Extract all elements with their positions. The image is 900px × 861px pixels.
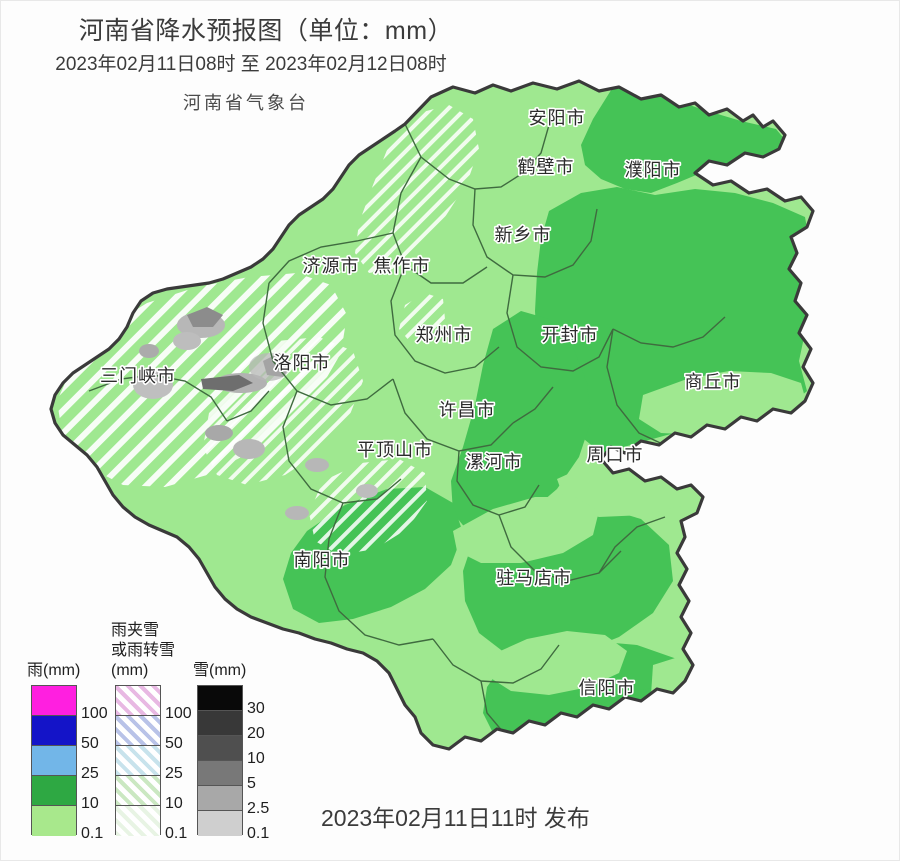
legend-tick-label: 2.5 (247, 800, 270, 817)
city-label: 鹤壁市 (518, 157, 575, 177)
legend-tick-label: 5 (247, 775, 256, 792)
legend-tick-label: 100 (165, 705, 192, 722)
legend-swatch (198, 761, 242, 786)
legend-mixed-colorbar (115, 685, 161, 836)
legend-tick-label: 0.1 (165, 825, 188, 842)
legend-tick-label: 30 (247, 700, 265, 717)
legend-column-mixed: 雨夹雪 或雨转雪 (mm) 100 50 25 10 0.1 (111, 613, 197, 842)
page-title: 河南省降水预报图（单位：mm） (78, 17, 454, 45)
legend-mixed-header: 雨夹雪 或雨转雪 (mm) (111, 613, 197, 681)
legend-tick-label: 25 (165, 765, 183, 782)
legend-column-snow: 雪(mm) 30 20 10 5 2.5 0.1 (193, 613, 283, 842)
city-label: 平顶山市 (357, 440, 433, 460)
legend-swatch (198, 736, 242, 761)
legend-tick-label: 10 (247, 750, 265, 767)
legend-swatch (116, 716, 160, 746)
snow-patch-3 (133, 371, 173, 399)
city-label: 南阳市 (294, 550, 351, 570)
legend-rain-colorbar (31, 685, 77, 836)
legend-tick-label: 0.1 (247, 825, 270, 842)
legend-swatch (116, 776, 160, 806)
legend-snow-header: 雪(mm) (193, 662, 247, 679)
legend-mixed-ticks: 100 50 25 10 0.1 (165, 685, 205, 842)
fill-rain-green-central-diagonal (451, 311, 591, 535)
city-label: 安阳市 (529, 108, 586, 128)
legend-swatch (116, 686, 160, 716)
city-label: 驻马店市 (496, 568, 572, 588)
city-label: 洛阳市 (274, 353, 331, 373)
city-label: 济源市 (303, 256, 360, 276)
snow-patch-8 (205, 425, 233, 441)
legend-swatch (198, 811, 242, 836)
legend-tick-label: 10 (165, 795, 183, 812)
city-label: 信阳市 (579, 678, 636, 698)
henan-province-map: 安阳市鹤壁市 濮阳市新乡市济源市 焦作市郑州市 开封市洛阳市三门峡市 商丘市许昌市 平顶山… (1, 61, 899, 801)
issuing-authority: 河南省气象台 (183, 93, 309, 114)
fill-sleet-hatch-northwest (355, 105, 479, 273)
legend-swatch (32, 776, 76, 806)
city-label: 焦作市 (374, 256, 431, 276)
legend-tick-label: 100 (81, 705, 108, 722)
city-label: 许昌市 (439, 400, 496, 420)
legend-swatch (32, 686, 76, 716)
city-label: 濮阳市 (625, 160, 682, 180)
snow-patch-2 (187, 307, 223, 327)
legend-snow-colorbar (197, 685, 243, 836)
legend-swatch (32, 716, 76, 746)
legend-swatch (32, 806, 76, 836)
city-label: 三门峡市 (100, 366, 176, 386)
snow-patch-11 (305, 458, 329, 472)
legend-rain-ticks: 100 50 25 10 0.1 (81, 685, 121, 842)
legend-mixed-header-line-2: 或雨转雪 (111, 642, 176, 659)
city-label: 商丘市 (685, 372, 742, 392)
city-label: 郑州市 (416, 325, 473, 345)
legend-swatch (198, 786, 242, 811)
fill-sleet-hatch-pingdingshan (309, 459, 427, 555)
snow-patch-7 (249, 353, 289, 381)
legend-tick-label: 10 (81, 795, 99, 812)
province-outline (49, 79, 815, 751)
snow-patch-14 (139, 344, 159, 358)
legend-column-rain: 雨(mm) 100 50 25 10 0.1 (27, 613, 113, 842)
fill-rain-light-intrusion-central (453, 497, 599, 563)
forecast-period: 2023年02月11日08时 至 2023年02月12日08时 (55, 54, 447, 75)
snow-patch-10 (173, 332, 201, 350)
legend-mixed-header-line-1: 雨夹雪 (111, 622, 160, 639)
city-label: 漯河市 (466, 452, 523, 472)
legend-tick-label: 50 (165, 735, 183, 752)
legend-swatch (198, 711, 242, 736)
city-label: 周口市 (587, 445, 644, 465)
city-label: 开封市 (542, 325, 599, 345)
snow-patch-13 (285, 506, 309, 520)
snow-patch-5 (201, 375, 253, 391)
legend-swatch (116, 746, 160, 776)
legend-swatch (198, 686, 242, 711)
fill-sleet-hatch-zhengzhou (399, 293, 445, 343)
legend-mixed-header-line-3: (mm) (111, 662, 149, 679)
legend-tick-label: 0.1 (81, 825, 104, 842)
release-timestamp: 2023年02月11日11时 发布 (321, 805, 590, 831)
legend: 雨(mm) 100 50 25 10 0.1 雨夹雪 或雨转雪 (mm) 100 50 25… (25, 613, 295, 843)
snow-patch-9 (233, 439, 265, 459)
legend-rain-header: 雨(mm) (27, 662, 81, 679)
legend-swatch (116, 806, 160, 836)
fill-rain-green-northeast (581, 87, 791, 193)
legend-tick-label: 20 (247, 725, 265, 742)
legend-tick-label: 50 (81, 735, 99, 752)
city-label: 新乡市 (495, 225, 552, 245)
legend-snow-ticks: 30 20 10 5 2.5 0.1 (247, 685, 287, 842)
legend-tick-label: 25 (81, 765, 99, 782)
snow-patch-12 (356, 484, 378, 498)
legend-swatch (32, 746, 76, 776)
